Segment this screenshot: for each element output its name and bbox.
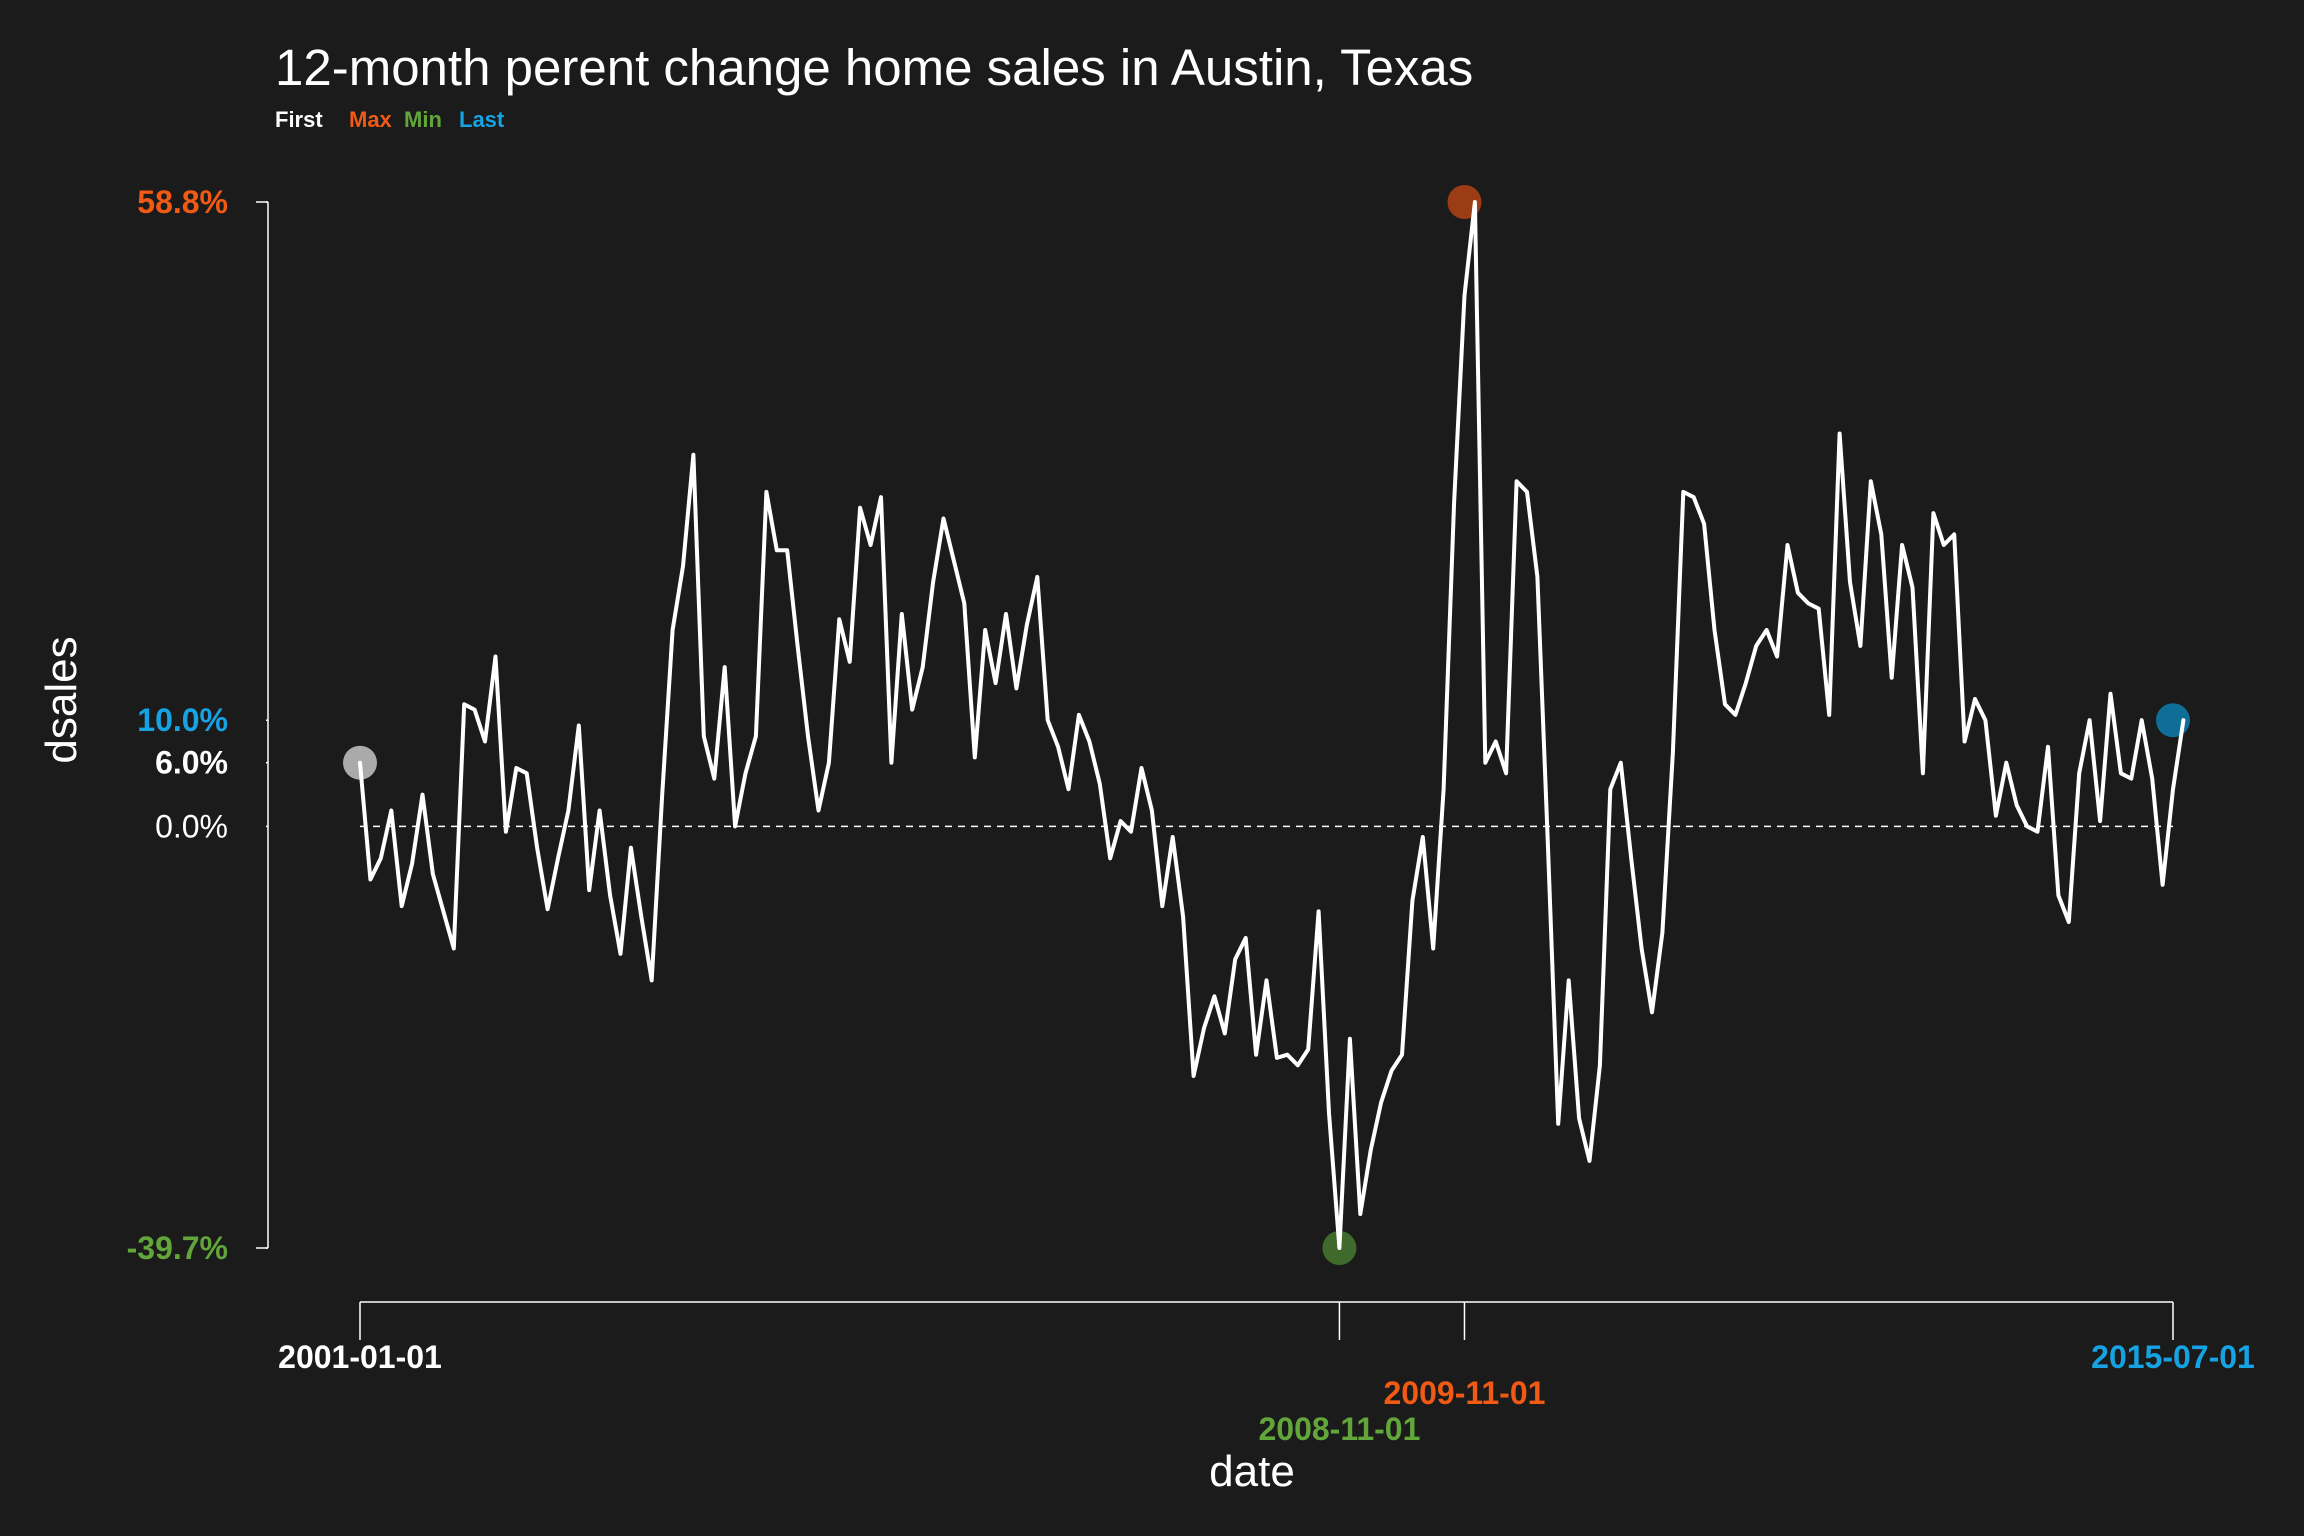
legend-item: Max: [349, 107, 393, 132]
chart-title: 12-month perent change home sales in Aus…: [275, 39, 1473, 96]
series-line: [358, 200, 2186, 1250]
y-tick-label: -39.7%: [127, 1230, 228, 1266]
highlight-points: [343, 185, 2190, 1265]
x-tick-label: 2001-01-01: [278, 1339, 442, 1375]
y-axis: 58.8% 10.0% 6.0% 0.0% -39.7%: [127, 184, 269, 1266]
legend-item: First: [275, 107, 323, 132]
x-axis-title: date: [1209, 1447, 1295, 1496]
legend: First Max Min Last: [275, 107, 505, 132]
y-tick-label: 58.8%: [137, 184, 228, 220]
y-axis-title: dsales: [37, 636, 86, 763]
y-tick-label: 10.0%: [137, 702, 228, 738]
x-tick-label: 2009-11-01: [1384, 1375, 1546, 1411]
series-group: [358, 200, 2186, 1250]
y-tick-label: 6.0%: [155, 745, 228, 781]
x-tick-label: 2008-11-01: [1258, 1411, 1420, 1447]
legend-item: Min: [404, 107, 442, 132]
x-tick-label: 2015-07-01: [2091, 1339, 2255, 1375]
legend-item: Last: [459, 107, 505, 132]
y-tick-label: 0.0%: [155, 808, 228, 844]
